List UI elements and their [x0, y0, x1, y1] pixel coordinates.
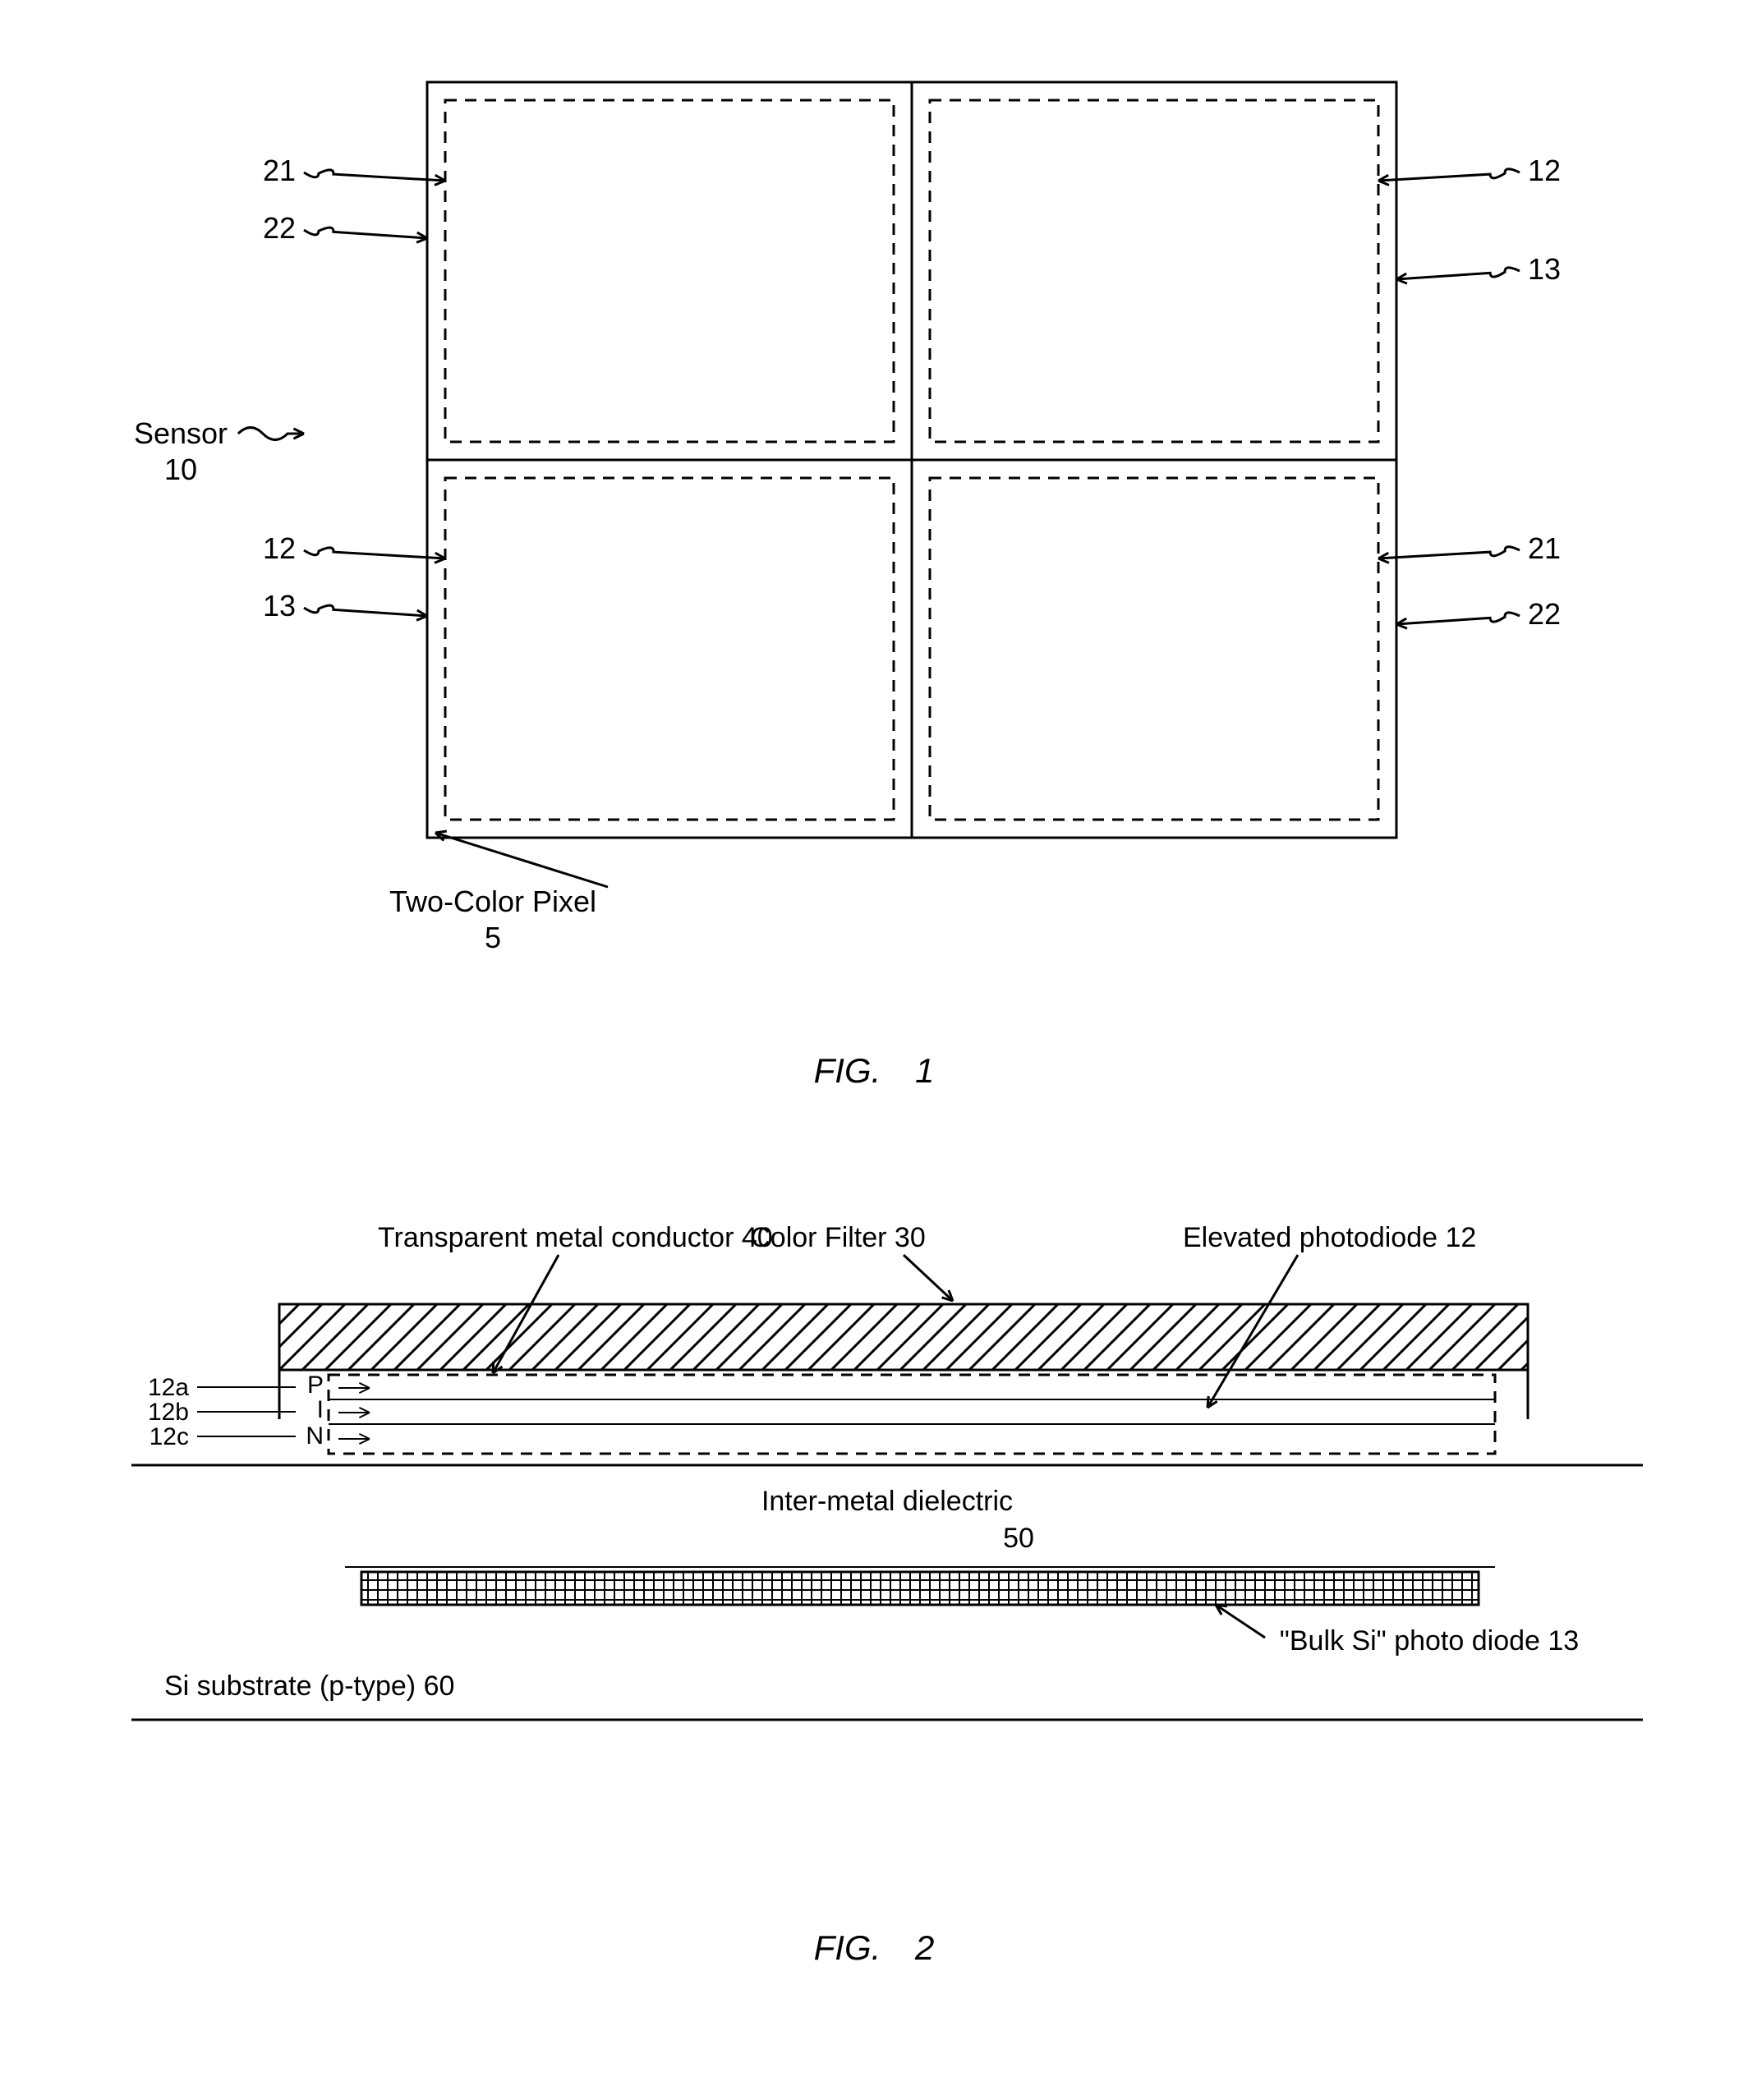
bulk-si-bar — [361, 1572, 1479, 1605]
pixel-cell — [427, 460, 912, 838]
pixel-label: Two-Color Pixel — [389, 885, 596, 918]
callout-12-r: 12 — [1528, 154, 1561, 187]
fig2-caption-prefix: FIG. — [814, 1928, 881, 1967]
pin-i-label: I — [317, 1396, 324, 1423]
pixel-inner-dashed — [930, 478, 1378, 820]
pixel-cell — [912, 460, 1396, 838]
callout-21: 21 — [263, 154, 296, 187]
pixel-inner-dashed — [445, 100, 894, 442]
pixel-num: 5 — [485, 921, 501, 954]
fig2-caption: FIG. 2 — [33, 1928, 1715, 1968]
substrate-label: Si substrate (p-type) 60 — [164, 1670, 454, 1702]
pixel-inner-dashed — [930, 100, 1378, 442]
bulk-si-label: "Bulk Si" photo diode 13 — [1280, 1625, 1579, 1657]
pin-n-label: N — [306, 1422, 324, 1450]
fig2-caption-num: 2 — [915, 1928, 934, 1967]
pin-outline — [329, 1375, 1495, 1454]
color-filter-label: Color Filter 30 — [750, 1222, 926, 1253]
pixel-inner-dashed — [445, 478, 894, 820]
fig1-caption-num: 1 — [915, 1051, 934, 1090]
fig2-svg: Color Filter 30Transparent metal conduct… — [33, 1156, 1715, 1896]
sensor-num: 10 — [164, 453, 197, 486]
pixel-cell — [427, 82, 912, 460]
pixel-cell — [912, 82, 1396, 460]
fig1-caption-prefix: FIG. — [814, 1051, 881, 1090]
transparent-metal-label: Transparent metal conductor 40 — [378, 1222, 773, 1253]
imd-label: Inter-metal dielectric — [761, 1486, 1013, 1517]
figure-2: Color Filter 30Transparent metal conduct… — [33, 1156, 1715, 1968]
layer-label: 12b — [148, 1399, 189, 1426]
elevated-photodiode-label: Elevated photodiode 12 — [1183, 1222, 1476, 1253]
callout-13-r: 13 — [1528, 252, 1561, 286]
figure-1: 21 22 Sensor10 12 13 12 13 21 22 Two-Color Pixel5… — [33, 33, 1715, 1091]
layer-label: 12c — [150, 1423, 189, 1450]
callout-13: 13 — [263, 589, 296, 623]
callout-22: 22 — [263, 211, 296, 245]
callout-22-r: 22 — [1528, 597, 1561, 631]
fig1-svg: 21 22 Sensor10 12 13 12 13 21 22 Two-Color Pixel5 — [33, 33, 1715, 1018]
fig1-caption: FIG. 1 — [33, 1051, 1715, 1091]
callout-12: 12 — [263, 531, 296, 565]
pin-p-label: P — [307, 1372, 324, 1399]
imd-num: 50 — [1003, 1523, 1034, 1554]
color-filter-bar — [279, 1304, 1528, 1370]
layer-label: 12a — [148, 1374, 189, 1401]
callout-21-r: 21 — [1528, 531, 1561, 565]
sensor-label: Sensor — [134, 416, 228, 450]
